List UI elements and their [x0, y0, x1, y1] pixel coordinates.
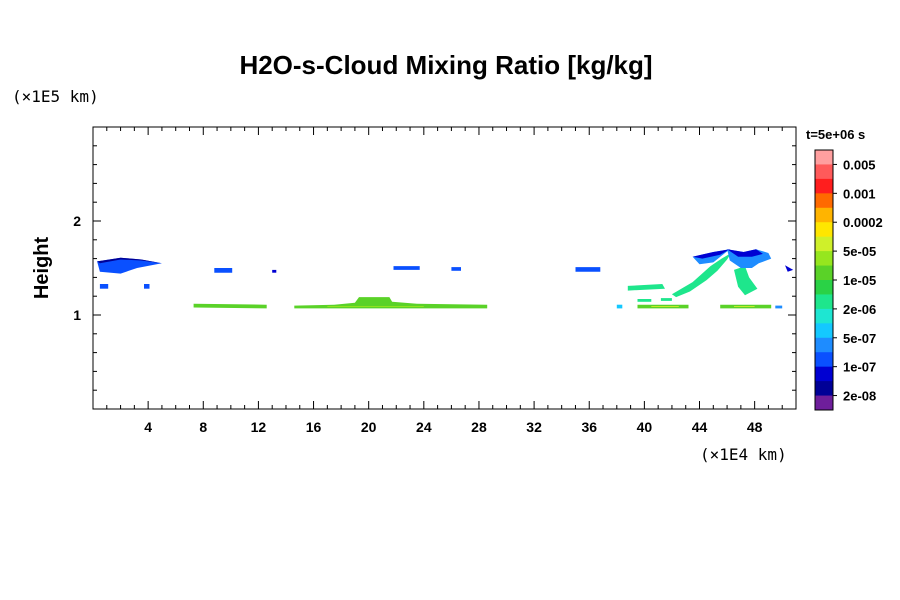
contour-region: [97, 257, 162, 274]
plot-frame: [92, 126, 797, 410]
x-axis-ticks: 4 8 12 16 20 24 28 32 36 40 44 48: [92, 127, 797, 435]
colorbar-label: 5e-05: [843, 244, 876, 259]
contour-region: [393, 266, 420, 270]
colorbar-label: 1e-07: [843, 360, 876, 375]
chart-title: H2O-s-Cloud Mixing Ratio [kg/kg]: [239, 50, 652, 80]
contour-region: [660, 298, 672, 301]
x-tick-label: 44: [692, 419, 708, 435]
contour-region: [785, 265, 794, 272]
x-tick-label: 8: [199, 419, 207, 435]
colorbar-swatch: [815, 352, 833, 368]
x-tick-label: 4: [144, 419, 152, 435]
colorbar-label: 5e-07: [843, 331, 876, 346]
x-tick-label: 16: [306, 419, 322, 435]
contour-region: [616, 304, 623, 309]
colorbar-swatch: [815, 280, 833, 295]
x-tick-label: 12: [251, 419, 267, 435]
contour-region: [97, 257, 162, 264]
contour-region: [651, 306, 679, 307]
colorbar-label: 2e-06: [843, 302, 876, 317]
contour-region: [193, 303, 267, 309]
contour-region: [451, 267, 461, 271]
contour-region: [327, 306, 424, 307]
contour-region: [272, 269, 277, 273]
contour-region: [214, 268, 233, 273]
colorbar-label: 2e-08: [843, 389, 876, 404]
colorbar-swatch: [815, 178, 833, 194]
colorbar-swatch: [815, 308, 833, 324]
y-axis-ticks: 12: [73, 145, 796, 391]
colorbar-label: 0.005: [843, 157, 876, 172]
x-tick-label: 32: [526, 419, 542, 435]
colorbar-swatch: [815, 164, 833, 180]
colorbar-swatch: [815, 366, 833, 382]
x-tick-label: 40: [637, 419, 653, 435]
colorbar-swatch: [815, 251, 833, 267]
y-tick-label: 1: [73, 307, 81, 323]
contour-region: [671, 253, 732, 298]
y-axis-unit: (×1E5 km): [12, 87, 99, 106]
colorbar-swatch: [815, 294, 833, 310]
contour-region: [637, 299, 652, 302]
colorbar: 0.005 0.001 0.0002 5e-05 1e-05 2e-06 5e-07 1e-0…: [814, 149, 883, 411]
contour-region: [734, 306, 755, 307]
x-tick-label: 28: [471, 419, 487, 435]
contour-region: [692, 249, 730, 259]
contour-region: [575, 267, 601, 272]
contour-regions: [97, 249, 794, 309]
contour-region: [99, 284, 109, 289]
contour-region: [734, 266, 758, 296]
contour-region: [775, 305, 783, 309]
contour-region: [627, 284, 665, 291]
x-tick-label: 24: [416, 419, 432, 435]
y-axis-label: Height: [31, 237, 53, 300]
x-tick-label: 20: [361, 419, 377, 435]
contour-region: [727, 249, 763, 257]
colorbar-label: 1e-05: [843, 273, 876, 288]
x-axis-unit: (×1E4 km): [700, 445, 787, 464]
colorbar-swatch: [815, 150, 833, 165]
colorbar-swatch: [815, 222, 833, 238]
colorbar-swatch: [815, 207, 833, 223]
time-label: t=5e+06 s: [806, 127, 865, 142]
colorbar-label: 0.0002: [843, 215, 883, 230]
colorbar-swatch: [815, 337, 833, 353]
colorbar-swatch: [815, 236, 833, 252]
colorbar-swatch: [815, 381, 833, 397]
x-tick-label: 48: [747, 419, 763, 435]
contour-region: [294, 297, 488, 309]
colorbar-swatch: [815, 323, 833, 339]
y-tick-label: 2: [73, 213, 81, 229]
contour-region: [144, 284, 150, 289]
colorbar-swatch: [815, 265, 833, 281]
colorbar-swatch: [815, 395, 833, 411]
colorbar-swatch: [815, 193, 833, 209]
colorbar-label: 0.001: [843, 186, 876, 201]
x-tick-label: 36: [581, 419, 597, 435]
